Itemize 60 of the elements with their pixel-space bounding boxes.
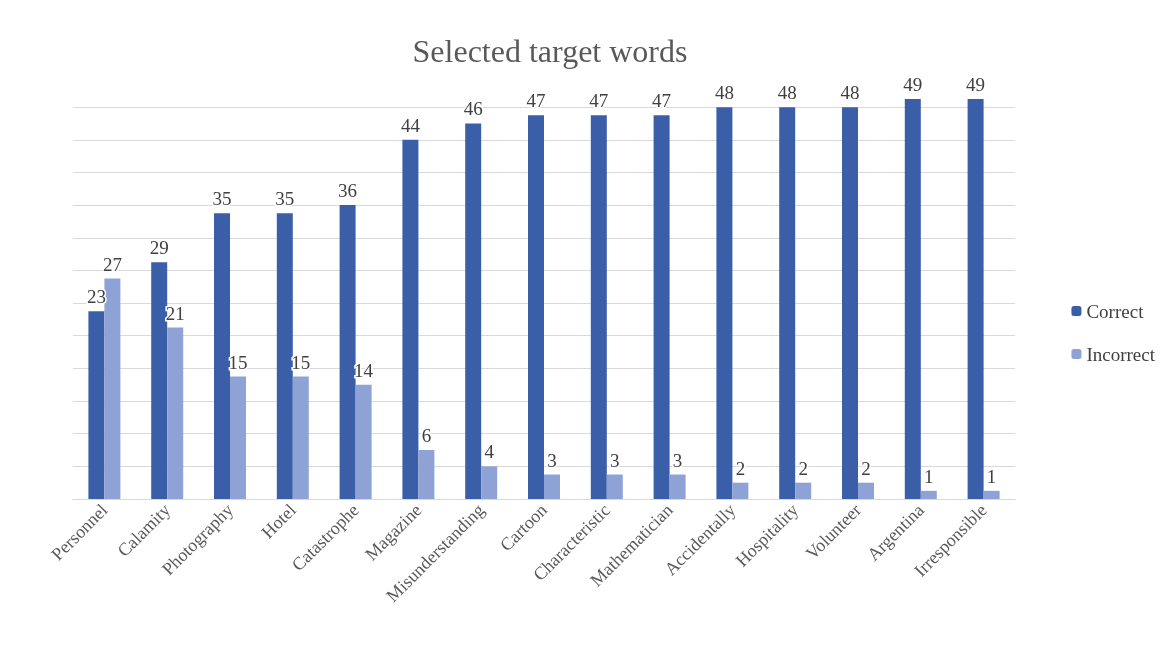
data-label: 6 [421, 425, 432, 447]
data-label: 44 [400, 114, 421, 136]
bar [355, 384, 372, 499]
bar [418, 450, 435, 499]
bar [230, 376, 246, 499]
data-label: 35 [212, 188, 232, 210]
data-label: 46 [463, 98, 483, 120]
bar [842, 107, 858, 499]
bar [544, 474, 560, 499]
bar [606, 474, 623, 499]
bar [590, 115, 607, 499]
data-label: 29 [149, 237, 169, 259]
data-label: 27 [102, 253, 122, 275]
bar [983, 490, 1000, 499]
legend-label: Correct [1086, 300, 1145, 322]
data-label: 47 [526, 90, 546, 112]
data-label: 2 [735, 457, 746, 479]
bar [858, 482, 874, 499]
bar [669, 474, 686, 499]
data-label: 4 [484, 441, 495, 463]
data-label: 15 [228, 351, 248, 373]
data-label: 1 [924, 465, 934, 487]
data-label: 48 [714, 82, 734, 104]
bar [339, 205, 356, 499]
bar [151, 262, 168, 499]
bar [779, 107, 796, 499]
bar [920, 490, 937, 499]
data-label: 48 [777, 82, 797, 104]
data-label: 3 [672, 449, 683, 471]
bar [88, 311, 105, 499]
data-label: 35 [275, 188, 295, 210]
bar [967, 99, 984, 499]
bar [795, 482, 812, 499]
bar [528, 115, 544, 499]
bar [732, 482, 749, 499]
bar [276, 213, 293, 499]
bar [402, 139, 419, 499]
data-label: 49 [903, 74, 923, 95]
chart-title: Selected target words [412, 33, 688, 69]
data-label: 36 [338, 180, 358, 202]
data-label: 2 [861, 457, 871, 479]
data-label: 1 [986, 465, 997, 487]
bar [104, 278, 121, 499]
data-label: 47 [652, 90, 672, 112]
bar [167, 327, 184, 499]
bar [716, 107, 733, 499]
bar [465, 123, 482, 499]
bar [904, 99, 921, 499]
data-label: 3 [547, 449, 557, 471]
data-label: 48 [840, 82, 860, 104]
data-label: 15 [291, 351, 311, 373]
legend-label: Incorrect [1086, 343, 1156, 365]
bar [481, 466, 498, 499]
data-label: 47 [589, 90, 609, 112]
data-label: 49 [966, 74, 986, 95]
data-label: 2 [798, 457, 808, 479]
data-label: 3 [610, 449, 620, 471]
bar [653, 115, 670, 499]
bar [292, 376, 309, 499]
bar [214, 213, 230, 499]
